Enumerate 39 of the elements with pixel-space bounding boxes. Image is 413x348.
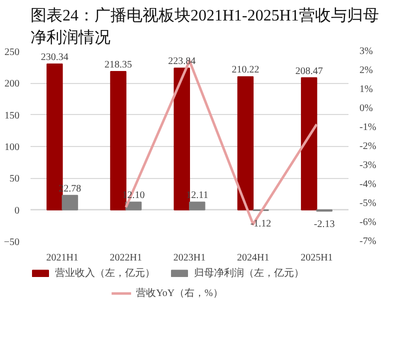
legend-label: 归母净利润（左，亿元） bbox=[194, 266, 304, 280]
x-tick-label: 2023H1 bbox=[173, 252, 206, 264]
y-tick-label: 50 bbox=[10, 174, 20, 185]
y-tick-label: −50 bbox=[4, 237, 20, 248]
data-label: 208.47 bbox=[295, 66, 323, 77]
x-tick-label: 2022H1 bbox=[110, 252, 142, 264]
bar bbox=[189, 202, 206, 210]
bar bbox=[300, 77, 318, 210]
data-label: 210.22 bbox=[232, 64, 260, 76]
x-tick-label: 2024H1 bbox=[236, 252, 270, 264]
y2-tick-label: 3% bbox=[360, 46, 373, 57]
x-tick-label: 2021H1 bbox=[46, 252, 78, 264]
chart-title: 图表24：广播电视板块2021H1-2025H1营收与归母净利润情况 bbox=[30, 6, 379, 46]
data-label: 223.84 bbox=[168, 56, 196, 68]
y2-tick-label: -5% bbox=[360, 198, 376, 209]
y2-tick-label: 0% bbox=[360, 103, 373, 114]
data-label: 218.35 bbox=[104, 60, 132, 71]
y2-tick-label: -4% bbox=[360, 179, 376, 190]
legend-label: 营业收入（左，亿元） bbox=[54, 266, 155, 280]
data-label: -1.12 bbox=[250, 218, 272, 230]
y2-tick-label: -1% bbox=[360, 122, 376, 133]
y-tick-label: 150 bbox=[4, 110, 20, 122]
bar bbox=[125, 202, 142, 210]
y-tick-label: 100 bbox=[4, 142, 20, 153]
x-tick-label: 2025H1 bbox=[300, 252, 333, 264]
bar bbox=[62, 194, 78, 210]
y2-tick-label: -3% bbox=[360, 160, 376, 171]
y-tick-label: 0 bbox=[14, 205, 20, 216]
y2-tick-label: 1% bbox=[360, 84, 373, 95]
y-tick-label: 250 bbox=[4, 47, 20, 58]
data-label: -2.13 bbox=[314, 219, 335, 230]
data-label: 230.34 bbox=[40, 52, 68, 63]
bar bbox=[237, 76, 254, 210]
y2-tick-label: -7% bbox=[360, 236, 376, 247]
y2-tick-label: -6% bbox=[360, 217, 376, 228]
y2-tick-label: 2% bbox=[360, 65, 373, 76]
y2-tick-label: -2% bbox=[360, 141, 376, 152]
y-tick-label: 200 bbox=[4, 78, 20, 90]
legend-label: 营收YoY（右，%） bbox=[136, 286, 223, 300]
